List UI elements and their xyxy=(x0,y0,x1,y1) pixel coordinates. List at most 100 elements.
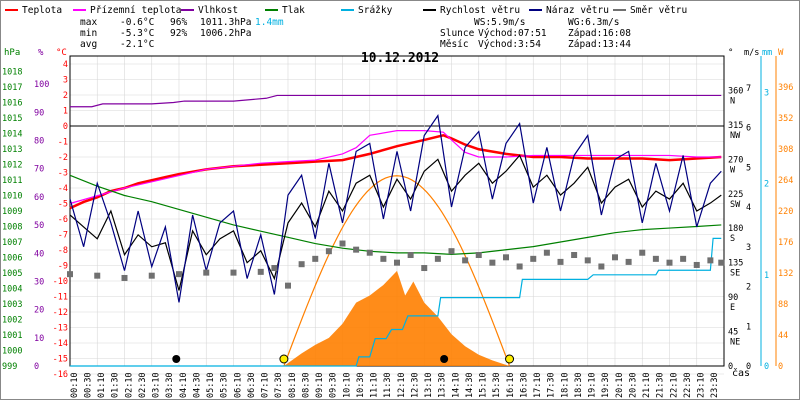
axis-ms-tick: 3 xyxy=(746,243,751,253)
axis-hpa-tick: 1018 xyxy=(2,68,22,78)
axis-pct-tick: 30 xyxy=(34,277,44,287)
moon-set: Západ:13:44 xyxy=(568,39,631,50)
x-tick-label: 05:30 xyxy=(220,372,230,398)
stat-avg-label: avg xyxy=(80,39,97,50)
wind-direction-point xyxy=(693,261,700,268)
wind-direction-point xyxy=(67,271,73,278)
stat-max-rain: 1.4mm xyxy=(255,17,284,28)
series-Tlak xyxy=(69,174,722,256)
axis-temp-tick: -9 xyxy=(58,262,68,272)
axis-pct-tick: 70 xyxy=(34,165,44,175)
wind-direction-point xyxy=(285,282,291,289)
x-tick-label: 07:30 xyxy=(274,372,284,398)
axis-temp-tick: -3 xyxy=(58,169,68,179)
axis-w-tick: 176 xyxy=(778,238,793,248)
axis-temp-tick: 2 xyxy=(63,91,68,101)
series-Přízemní teplota xyxy=(69,130,722,205)
axis-dir-tick: 90 xyxy=(728,293,738,303)
axis-temp-tick: -16 xyxy=(53,370,68,380)
axis-dir-label: ° xyxy=(728,48,733,58)
axis-hpa-tick: 1015 xyxy=(2,114,22,124)
x-tick-label: 07:10 xyxy=(261,372,271,398)
x-tick-label: 12:10 xyxy=(397,372,407,398)
x-tick-label: 16:30 xyxy=(519,372,529,398)
axis-w-tick: 220 xyxy=(778,207,793,217)
wind-direction-point xyxy=(148,272,155,279)
axis-dir-tick: 360 xyxy=(728,86,743,96)
x-tick-label: 18:30 xyxy=(574,372,584,398)
stat-min-temp: -5.3°C xyxy=(120,28,154,39)
axis-dir-name: SE xyxy=(730,269,740,279)
axis-dir-name: S xyxy=(730,234,735,244)
axis-hpa-tick: 1002 xyxy=(2,316,22,326)
axis-pct-tick: 60 xyxy=(34,193,44,203)
axis-dir-name: E xyxy=(730,303,735,313)
x-tick-label: 03:30 xyxy=(165,372,175,398)
stat-min-hum: 92% xyxy=(170,28,187,39)
axis-hpa-tick: 1013 xyxy=(2,145,22,155)
axis-w-tick: 0 xyxy=(778,362,783,372)
axis-temp-tick: -15 xyxy=(53,355,68,365)
legend: Teplota Přízemní teplota Vlhkost Tlak Srážky… xyxy=(5,5,687,16)
series-Vlhkost xyxy=(70,94,722,108)
x-tick-label: 06:30 xyxy=(247,372,257,398)
axis-hpa-tick: 1001 xyxy=(2,331,22,341)
wind-direction-point xyxy=(121,274,128,281)
series-Rychlost větru xyxy=(69,154,722,291)
axis-hpa-tick: 1014 xyxy=(2,130,22,140)
axis-hpa-tick: 1004 xyxy=(2,285,22,295)
axis-hpa-tick: 1005 xyxy=(2,269,22,279)
axis-ms-tick: 5 xyxy=(746,163,751,173)
stat-min-label: min xyxy=(80,28,97,39)
axis-pct-label: % xyxy=(38,48,44,58)
wind-direction-point xyxy=(489,259,496,266)
axis-ms-tick: 0 xyxy=(746,362,751,372)
wind-direction-point xyxy=(598,263,605,270)
wind-direction-point xyxy=(448,248,455,255)
axis-mm-tick: 2 xyxy=(764,180,769,190)
legend-label: Rychlost větru xyxy=(440,5,520,16)
axis-pct-tick: 40 xyxy=(34,249,44,259)
wind-direction-point xyxy=(94,272,101,279)
x-tick-label: 01:10 xyxy=(97,372,107,398)
axis-ms-label: m/s xyxy=(744,48,759,58)
x-tick-label: 00:10 xyxy=(70,372,80,398)
axis-w-tick: 132 xyxy=(778,269,793,279)
wind-direction-point xyxy=(353,246,360,253)
x-tick-label: 06:10 xyxy=(233,372,243,398)
axis-w-tick: 88 xyxy=(778,300,788,310)
x-tick-label: 22:30 xyxy=(683,372,693,398)
x-tick-label: 08:30 xyxy=(301,372,311,398)
wind-direction-point xyxy=(312,255,319,262)
series-wind-direction xyxy=(67,240,725,289)
axis-mm-label: mm xyxy=(762,48,772,58)
wind-direction-point xyxy=(394,259,400,266)
axis-hpa-tick: 1006 xyxy=(2,254,22,264)
series-Náraz větru xyxy=(69,114,722,303)
axis-dir-tick: 270 xyxy=(728,155,743,165)
axis-mm-tick: 3 xyxy=(764,88,769,98)
stat-avg-temp: -2.1°C xyxy=(120,39,154,50)
series-Teplota xyxy=(69,133,722,210)
axis-hpa-tick: 1008 xyxy=(2,223,22,233)
stat-max-hum: 96% xyxy=(170,17,187,28)
wind-direction-point xyxy=(666,259,673,266)
x-axis-unit: čas xyxy=(732,367,750,379)
axis-temp-tick: -5 xyxy=(58,200,68,210)
wind-direction-point xyxy=(639,249,646,256)
legend-label: Srážky xyxy=(358,5,393,16)
axis-dir-name: W xyxy=(730,165,736,175)
plot-area xyxy=(67,55,725,375)
wind-direction-point xyxy=(339,240,346,247)
axis-hpa-tick: 1009 xyxy=(2,207,22,217)
axis-pct-tick: 50 xyxy=(34,221,44,231)
moon-rise: Východ:3:54 xyxy=(478,39,541,50)
x-tick-label: 05:10 xyxy=(206,372,216,398)
axis-ms-tick: 2 xyxy=(746,283,751,293)
axis-dir-tick: 180 xyxy=(728,224,743,234)
x-tick-label: 11:30 xyxy=(383,372,393,398)
sun-marker-icon xyxy=(505,354,515,364)
moon-label: Měsíc xyxy=(440,39,469,50)
legend-label: Náraz větru xyxy=(546,5,609,16)
